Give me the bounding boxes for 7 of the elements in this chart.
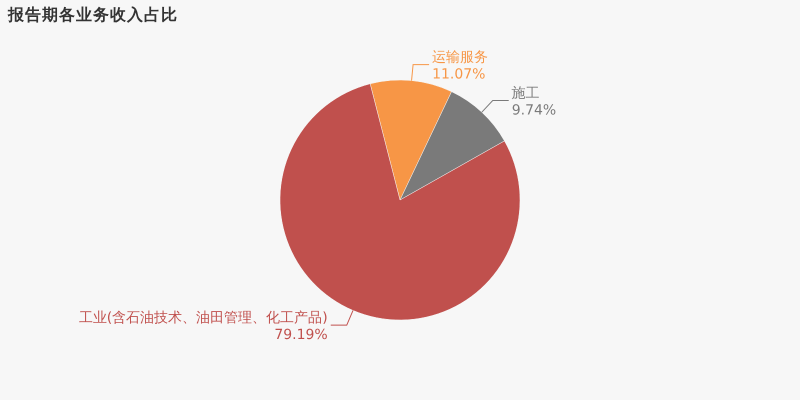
- slice-label: 运输服务: [432, 50, 488, 66]
- chart-title: 报告期各业务收入占比: [7, 5, 178, 24]
- slice-label: 工业(含石油技术、油田管理、化工产品): [78, 310, 328, 326]
- data-label: 79.19%: [274, 327, 328, 344]
- data-label: 9.74%: [512, 102, 556, 119]
- slice-label: 施工: [512, 86, 540, 102]
- data-label: 11.07%: [432, 66, 486, 83]
